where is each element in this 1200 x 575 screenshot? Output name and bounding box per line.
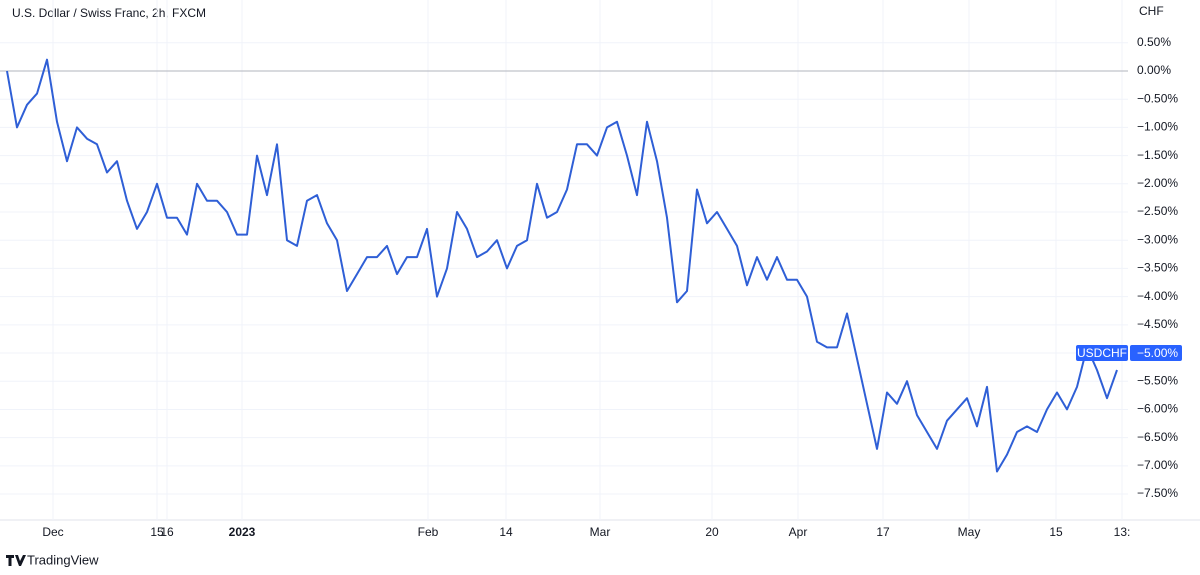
x-tick-label: 15	[1049, 525, 1063, 539]
logo	[6, 555, 26, 566]
x-tick-label: Dec	[42, 525, 63, 539]
y-tick-label: −6.00%	[1137, 402, 1178, 416]
x-tick-label: 14	[499, 525, 513, 539]
price-line	[6, 58, 1118, 473]
footer-brand: TradingView	[27, 552, 99, 567]
x-tick-label: 17	[876, 525, 890, 539]
y-tick-label: −1.50%	[1137, 148, 1178, 162]
last-value-badge	[1130, 345, 1182, 362]
y-tick-label: −7.00%	[1137, 458, 1178, 472]
x-tick-label: 20	[705, 525, 719, 539]
x-tick-label: May	[958, 525, 981, 539]
x-tick-label: 2023	[229, 525, 256, 539]
y-tick-label: −2.50%	[1137, 204, 1178, 218]
y-tick-label: −3.50%	[1137, 261, 1178, 275]
y-tick-label: −4.50%	[1137, 317, 1178, 331]
last-name-badge	[1076, 345, 1128, 362]
x-tick-label: 15	[150, 525, 164, 539]
y-tick-label: −5.50%	[1137, 373, 1178, 387]
last-value-label: −5.00%	[1137, 346, 1178, 360]
last-name: USDCHF	[1077, 346, 1127, 360]
y-axis-label: CHF	[1139, 4, 1164, 18]
x-tick-label: Feb	[418, 525, 439, 539]
x-tick-label: Mar	[590, 525, 611, 539]
y-tick-label: −4.00%	[1137, 289, 1178, 303]
y-tick-label: −6.50%	[1137, 430, 1178, 444]
x-tick-label: Apr	[789, 525, 808, 539]
y-tick-label: −0.50%	[1137, 91, 1178, 105]
grid	[0, 0, 1128, 520]
x-tick-label: 13:	[1114, 525, 1131, 539]
y-tick-label: −7.50%	[1137, 486, 1178, 500]
y-tick-label: −1.00%	[1137, 120, 1178, 134]
y-tick-label: −3.00%	[1137, 232, 1178, 246]
y-tick-label: −2.00%	[1137, 176, 1178, 190]
chart-title: U.S. Dollar / Swiss Franc, 2h, FXCM	[12, 6, 206, 20]
x-tick-label: 16	[160, 525, 174, 539]
y-tick-label: 0.50%	[1137, 35, 1171, 49]
y-tick-label: 0.00%	[1137, 63, 1171, 77]
